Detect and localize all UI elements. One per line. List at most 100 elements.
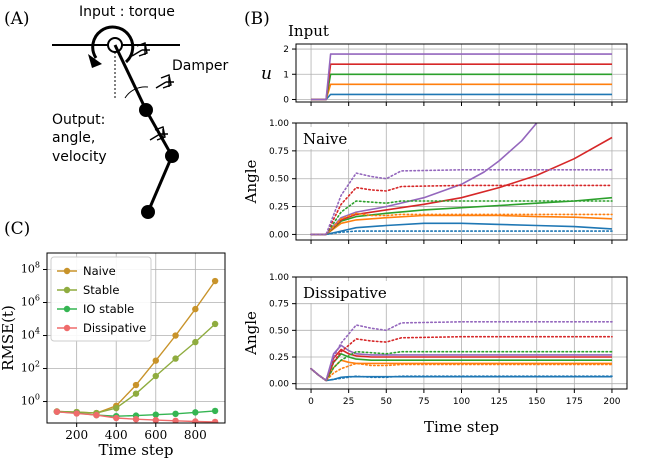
input-series-group bbox=[311, 53, 612, 101]
naive-ytick-label-3: 0.75 bbox=[269, 147, 289, 157]
joint-3 bbox=[165, 149, 179, 163]
input-ylabel: u bbox=[261, 64, 272, 84]
rmse-ytick-label-4: 108 bbox=[21, 261, 40, 276]
chart-dissipative: 0.00 0.25 0.50 0.75 1.00 0 25 50 75 100 125 150 175 2… bbox=[242, 273, 628, 436]
rmse-point-3-3 bbox=[113, 414, 120, 422]
rmse-point-1-7 bbox=[192, 338, 199, 346]
naive-ytick-label-1: 0.25 bbox=[269, 203, 289, 213]
dissipative-title-bg bbox=[299, 281, 414, 303]
rmse-point-1-6 bbox=[172, 355, 179, 362]
pendulum-diagram: Input : torque Damper Output: angle, vel… bbox=[52, 4, 228, 219]
input-torque-label: Input : torque bbox=[79, 4, 175, 20]
naive-title: Naive bbox=[303, 130, 347, 148]
joint-2 bbox=[139, 103, 153, 117]
dissipative-ytick-label-1: 0.25 bbox=[269, 353, 289, 363]
naive-series-group bbox=[310, 123, 613, 236]
rmse-legend-marker-2 bbox=[63, 305, 71, 313]
rmse-point-2-8 bbox=[211, 407, 219, 415]
rmse-point-2-6 bbox=[172, 410, 179, 418]
input-ytick-label-0: 0 bbox=[283, 95, 289, 105]
rmse-point-3-5 bbox=[152, 416, 159, 423]
rmse-point-3-2 bbox=[93, 411, 100, 419]
damper-label: Damper bbox=[172, 58, 228, 74]
dissipative-xtick-label-3: 75 bbox=[418, 397, 429, 407]
rmse-point-2-5 bbox=[152, 411, 159, 418]
rmse-legend-marker-0 bbox=[63, 267, 71, 275]
torque-arrow bbox=[91, 25, 135, 64]
dissipative-title: Dissipative bbox=[303, 284, 387, 302]
rmse-legend-marker-3 bbox=[63, 324, 71, 332]
dissipative-xtick-label-7: 175 bbox=[566, 397, 583, 407]
chart-rmse: 100 102 104 106 108 200 400 600 800 RMSE(t) Time s… bbox=[0, 252, 226, 459]
dissipative-xlabel: Time step bbox=[424, 418, 499, 436]
rmse-ytick-label-1: 102 bbox=[21, 360, 40, 375]
rmse-point-1-5 bbox=[152, 372, 159, 380]
rmse-point-0-4 bbox=[132, 381, 140, 389]
naive-ytick-label-4: 1.00 bbox=[269, 119, 289, 129]
output-label-line-3: velocity bbox=[52, 149, 107, 165]
input-series-4 bbox=[311, 53, 612, 101]
dissipative-xtick-label-0: 0 bbox=[308, 397, 314, 407]
rmse-point-1-8 bbox=[211, 320, 219, 328]
end-mass bbox=[141, 205, 155, 219]
dissipative-series-group bbox=[310, 321, 613, 382]
rmse-xlabel: Time step bbox=[99, 441, 174, 459]
dissipative-xtick-label-2: 50 bbox=[381, 397, 393, 407]
output-label-line-2: angle, bbox=[52, 130, 95, 146]
torque-arrow-head bbox=[88, 54, 102, 68]
input-ytick-label-1: 1 bbox=[283, 70, 289, 80]
rmse-point-0-5 bbox=[152, 357, 159, 364]
dissipative-ytick-label-4: 1.00 bbox=[269, 273, 289, 283]
link-1 bbox=[113, 44, 148, 111]
rmse-point-3-7 bbox=[192, 418, 199, 423]
rmse-point-0-8 bbox=[211, 277, 219, 285]
naive-ylabel: Angle bbox=[242, 159, 260, 204]
rmse-legend bbox=[50, 256, 152, 342]
dissipative-xtick-label-4: 100 bbox=[453, 397, 470, 407]
rmse-frame bbox=[46, 252, 226, 424]
rmse-legend-label-0: Naive bbox=[83, 264, 116, 278]
rmse-legend-marker-1 bbox=[63, 286, 71, 294]
dissipative-xtick-label-6: 150 bbox=[528, 397, 545, 407]
naive-series-6 bbox=[310, 212, 613, 236]
rmse-point-2-7 bbox=[192, 409, 199, 416]
dissipative-xtick-label-1: 25 bbox=[343, 397, 354, 407]
rmse-point-1-3 bbox=[113, 404, 120, 412]
rmse-legend-label-2: IO stable bbox=[83, 302, 134, 316]
angle-arc bbox=[124, 86, 149, 99]
rmse-point-1-4 bbox=[132, 390, 140, 397]
naive-ytick-label-2: 0.50 bbox=[269, 175, 289, 185]
panel-letter-a: (A) bbox=[4, 9, 30, 29]
rmse-ytick-label-2: 104 bbox=[21, 327, 40, 342]
link-3 bbox=[146, 155, 174, 213]
naive-ytick-label-0: 0.00 bbox=[269, 230, 289, 240]
input-title: Input bbox=[288, 22, 329, 40]
link-2 bbox=[144, 109, 174, 157]
naive-title-bg bbox=[299, 127, 357, 149]
rmse-legend-label-1: Stable bbox=[83, 283, 119, 297]
naive-series-1 bbox=[311, 214, 613, 236]
rmse-series-group bbox=[53, 277, 219, 423]
dissipative-series-9 bbox=[310, 321, 613, 382]
rmse-point-3-4 bbox=[132, 415, 140, 423]
naive-series-5 bbox=[310, 230, 613, 236]
dissipative-ytick-label-0: 0.00 bbox=[269, 380, 289, 390]
charts-layer: 012Inputu0.000.250.500.751.00NaiveAngle0… bbox=[0, 22, 628, 459]
dissipative-ylabel: Angle bbox=[242, 311, 260, 356]
damper-icon bbox=[131, 42, 174, 141]
chart-naive: 0.00 0.25 0.50 0.75 1.00 Naive Angle bbox=[242, 119, 628, 244]
rmse-point-3-8 bbox=[211, 418, 219, 423]
rmse-ylabel: RMSE(t) bbox=[0, 305, 17, 371]
input-ytick-label-2: 2 bbox=[283, 45, 289, 55]
chart-input: 0 1 2 Input u bbox=[261, 22, 628, 106]
dissipative-xtick-label-5: 125 bbox=[491, 397, 508, 407]
panel-letter-b: (B) bbox=[244, 9, 270, 29]
rmse-point-0-6 bbox=[172, 332, 179, 339]
dissipative-xtick-label-8: 200 bbox=[603, 397, 620, 407]
rmse-point-3-0 bbox=[53, 408, 61, 415]
rmse-legend-label-3: Dissipative bbox=[83, 321, 146, 335]
rmse-xtick-label-3: 800 bbox=[184, 428, 207, 442]
rmse-ytick-label-3: 106 bbox=[21, 294, 40, 309]
rmse-xtick-label-2: 600 bbox=[144, 428, 167, 442]
